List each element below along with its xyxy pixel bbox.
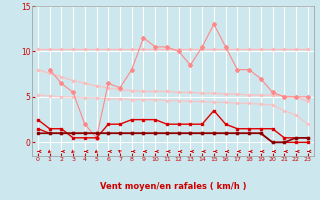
X-axis label: Vent moyen/en rafales ( km/h ): Vent moyen/en rafales ( km/h ): [100, 182, 246, 191]
